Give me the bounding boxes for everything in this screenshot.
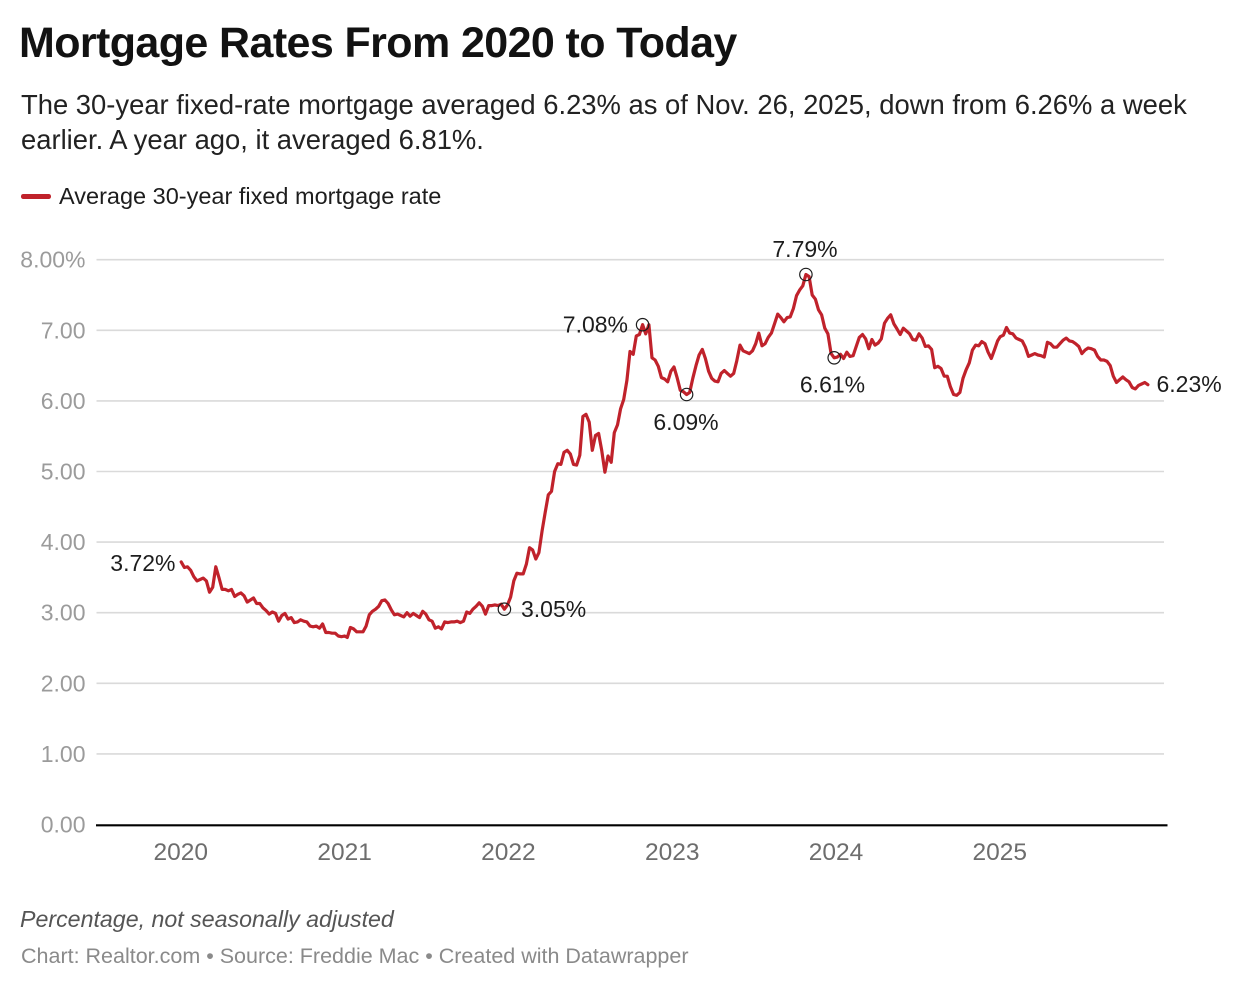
- svg-text:2020: 2020: [154, 839, 209, 866]
- svg-text:2025: 2025: [973, 839, 1028, 866]
- svg-text:7.79%: 7.79%: [772, 236, 837, 262]
- svg-text:1.00: 1.00: [41, 741, 86, 767]
- svg-text:5.00: 5.00: [41, 459, 86, 485]
- svg-text:7.00: 7.00: [41, 317, 86, 343]
- svg-text:6.61%: 6.61%: [800, 372, 865, 398]
- svg-text:7.08%: 7.08%: [563, 312, 628, 338]
- svg-text:2024: 2024: [809, 839, 864, 866]
- svg-text:6.23%: 6.23%: [1157, 371, 1222, 397]
- svg-text:4.00: 4.00: [41, 529, 86, 555]
- svg-text:6.00: 6.00: [41, 388, 86, 414]
- svg-text:2.00: 2.00: [41, 670, 86, 696]
- svg-text:2021: 2021: [317, 839, 372, 866]
- svg-text:6.09%: 6.09%: [653, 409, 718, 435]
- svg-text:0.00: 0.00: [41, 812, 86, 838]
- svg-text:2023: 2023: [645, 839, 700, 866]
- svg-text:3.05%: 3.05%: [521, 596, 586, 622]
- svg-text:3.00: 3.00: [41, 600, 86, 626]
- svg-text:3.72%: 3.72%: [110, 550, 175, 576]
- svg-text:8.00%: 8.00%: [20, 247, 85, 273]
- svg-text:2022: 2022: [481, 839, 536, 866]
